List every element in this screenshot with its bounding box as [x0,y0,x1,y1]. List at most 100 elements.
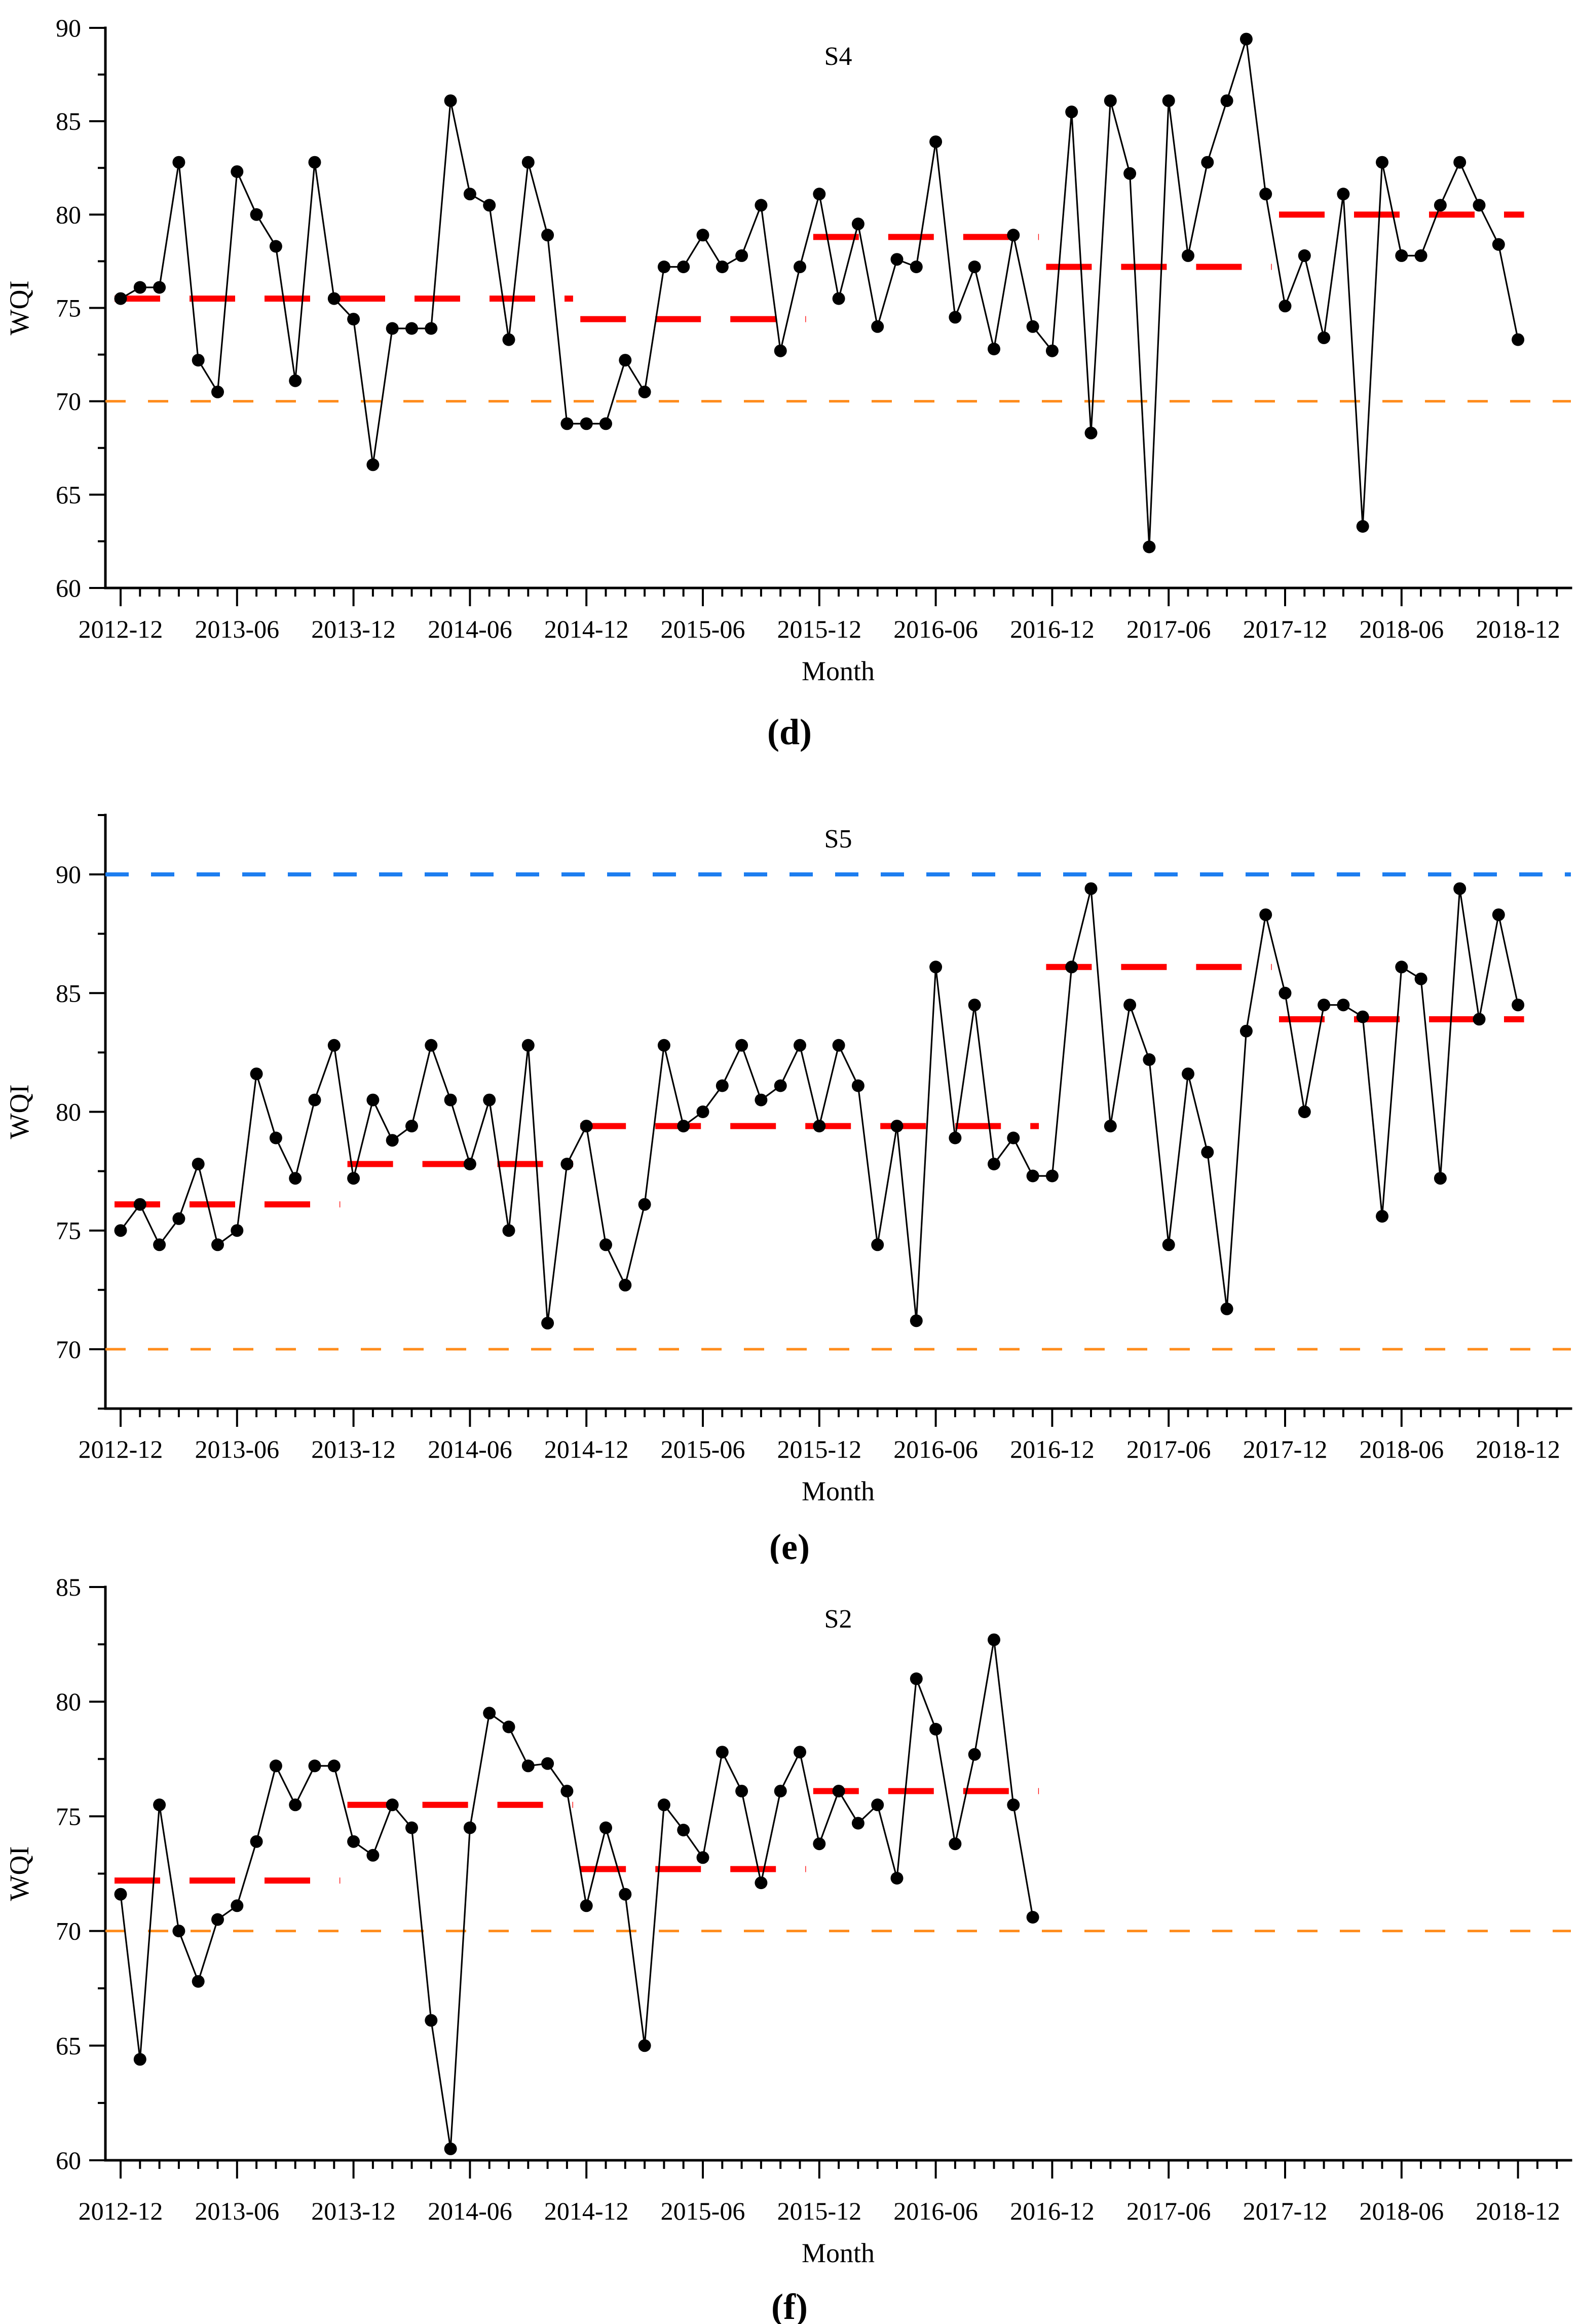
y-tick-label: 80 [56,1687,81,1716]
x-tick-label: 2014-12 [544,615,629,643]
data-point [949,1131,962,1145]
data-point [347,313,360,326]
mean-segments [115,964,1524,1208]
data-point [211,1913,224,1926]
data-point [560,417,574,430]
x-tick-label: 2018-06 [1359,2197,1444,2225]
data-point [1007,1131,1020,1145]
x-tick-label: 2013-12 [311,615,396,643]
chart-s5: 70 75 80 85 90 2012-12 2013-06 2013-12 2014-06 20… [0,770,1579,1564]
x-tick-label: 2017-12 [1243,1435,1328,1463]
data-point [851,217,864,231]
data-point [1259,188,1272,201]
data-point [1473,199,1486,212]
series-line [120,38,1519,548]
panel-label: (d) [767,712,812,752]
data-point [444,2142,457,2155]
y-axis-label: WQI [4,1085,34,1139]
data-point [677,1120,690,1133]
data-point [619,1888,632,1901]
data-point [794,261,806,273]
data-point [813,1120,826,1133]
data-point [755,199,768,212]
data-point [425,1039,438,1052]
data-point [114,1224,127,1237]
data-point [1279,300,1292,313]
data-point [1298,249,1311,262]
data-point [405,1120,418,1133]
x-ticks [120,1409,1558,1427]
data-point [832,292,845,305]
data-point [794,1746,806,1759]
data-point [949,311,962,324]
x-tick-labels: 2012-12 2013-06 2013-12 2014-06 2014-12 2015-… [79,1435,1560,1463]
data-point [153,1798,166,1812]
data-point [619,1278,632,1292]
data-point [444,1093,457,1106]
data-point [560,1785,574,1798]
data-point [269,1759,282,1773]
y-tick-label: 90 [56,14,81,42]
data-point [696,229,709,242]
x-tick-label: 2012-12 [79,2197,163,2225]
data-point [308,1093,321,1106]
data-point [231,1899,244,1912]
data-point [1318,999,1331,1012]
data-point [1143,540,1156,554]
y-tick-labels: 60 65 70 75 80 85 90 [56,14,81,602]
chart-svg-s2: 60 65 70 75 80 85 2012-12 2013-06 2013-12 2014-06… [4,1573,1572,2324]
x-tick-label: 2013-06 [195,1435,279,1463]
data-point [871,320,884,333]
data-point [172,1925,185,1938]
data-point [832,1039,845,1052]
data-point [910,261,923,273]
data-point [289,374,302,387]
data-point [657,261,670,273]
data-point [1220,94,1233,107]
data-point [347,1835,360,1848]
data-point [1123,167,1137,180]
data-point [425,2014,438,2027]
data-point [1162,1238,1175,1251]
data-point [1414,249,1427,262]
data-point [1337,188,1350,201]
chart-panel-s4: 60 65 70 75 80 85 90 2012-12 2013-06 2013-12 2014-… [0,0,1579,770]
data-point [463,1158,476,1170]
data-point [192,354,205,367]
x-tick-label: 2016-06 [893,1435,978,1463]
data-point [735,1039,748,1052]
data-point [1123,999,1137,1012]
data-points [114,32,1525,554]
data-point [580,417,593,430]
y-tick-label: 70 [56,1335,81,1363]
y-tick-labels: 70 75 80 85 90 [56,860,81,1363]
data-point [1492,908,1505,921]
data-point [366,1849,380,1862]
x-tick-label: 2014-06 [428,615,512,643]
data-point [172,156,185,169]
x-tick-label: 2014-06 [428,2197,512,2225]
data-point [541,1316,554,1330]
data-point [502,1224,515,1237]
data-point [521,156,535,169]
data-point [580,1120,593,1133]
data-point [463,1821,476,1834]
data-point [483,1093,496,1106]
data-point [269,240,282,253]
data-point [153,281,166,294]
x-tick-label: 2014-12 [544,1435,629,1463]
x-tick-label: 2012-12 [79,615,163,643]
data-point [774,344,787,357]
chart-panel-s5: 70 75 80 85 90 2012-12 2013-06 2013-12 2014-06 20… [0,770,1579,1564]
data-point [269,1131,282,1145]
data-point [289,1172,302,1185]
x-tick-label: 2013-12 [311,1435,396,1463]
data-point [308,156,321,169]
data-point [794,1039,806,1052]
x-tick-label: 2017-06 [1126,615,1211,643]
data-point [1239,32,1253,46]
x-axis-label: Month [802,2238,875,2268]
data-point [580,1899,593,1912]
data-point [386,1798,399,1812]
